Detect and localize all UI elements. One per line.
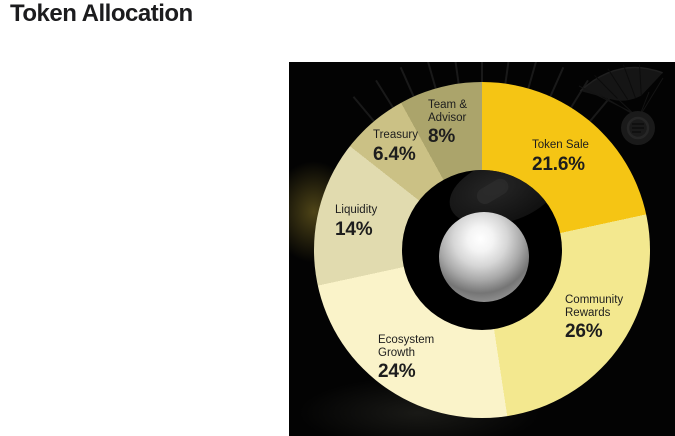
- slice-label-liquidity: Liquidity 14%: [335, 204, 415, 240]
- slice-name: Team & Advisor: [428, 99, 467, 124]
- slice-label-community-rewards: Community Rewards 26%: [565, 294, 649, 342]
- parachute-coin-icon: [578, 64, 664, 145]
- token-allocation-chart-panel: Token Sale 21.6% Community Rewards 26% E…: [289, 62, 675, 436]
- slice-name: Ecosystem Growth: [378, 334, 435, 359]
- slice-value: 14%: [335, 218, 373, 240]
- slice-name: Community Rewards: [565, 294, 624, 319]
- slice-name: Liquidity: [335, 204, 378, 216]
- donut-hole: [402, 170, 562, 330]
- slice-value: 26%: [565, 321, 603, 342]
- slice-value: 6.4%: [373, 143, 416, 165]
- slice-label-team-advisor: Team & Advisor 8%: [428, 99, 488, 147]
- slice-name: Token Sale: [532, 139, 589, 151]
- slice-value: 8%: [428, 126, 456, 147]
- slice-label-token-sale: Token Sale 21.6%: [532, 139, 612, 175]
- slice-label-ecosystem-growth: Ecosystem Growth 24%: [378, 334, 458, 382]
- slice-name: Treasury: [373, 129, 418, 141]
- slice-label-treasury: Treasury 6.4%: [373, 129, 453, 165]
- coin-mark: [473, 175, 512, 207]
- metallic-sphere: [439, 212, 529, 302]
- slice-value: 21.6%: [532, 153, 585, 175]
- slice-value: 24%: [378, 361, 416, 382]
- page-title: Token Allocation: [10, 0, 193, 27]
